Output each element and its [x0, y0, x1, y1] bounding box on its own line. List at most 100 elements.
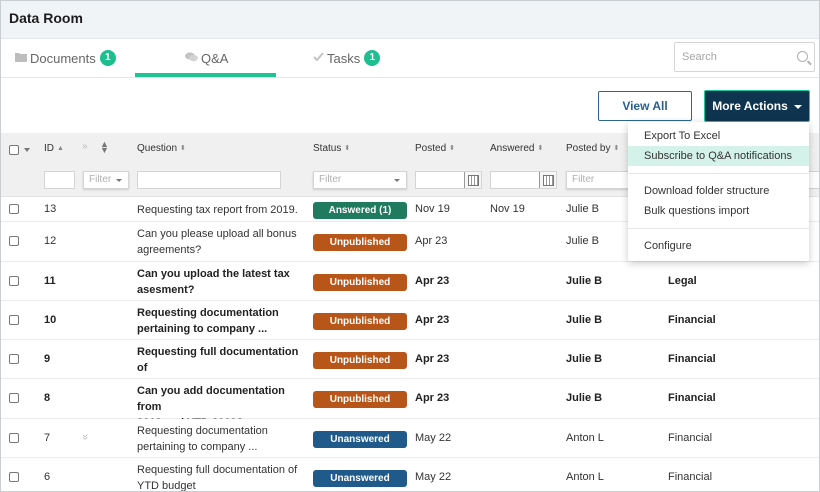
select-all-checkbox[interactable] — [9, 145, 19, 155]
priority-sort-icon[interactable]: ▲ ▼ — [100, 139, 109, 155]
more-actions-menu: Export To Excel Subscribe to Q&A notific… — [628, 122, 809, 261]
caret-down-icon — [793, 104, 802, 109]
app-header: Data Room — [1, 1, 819, 39]
caret-down-icon — [394, 179, 400, 182]
row-posted-date: Apr 23 — [415, 235, 448, 247]
search-icon[interactable] — [797, 51, 808, 62]
table-row[interactable]: 11 Can you upload the latest tax asesment?… — [1, 262, 819, 301]
row-posted-by: Julie B — [566, 353, 603, 365]
row-id: 7 — [44, 432, 51, 444]
column-header-status[interactable]: Status ⬍ — [313, 143, 351, 154]
calendar-icon[interactable] — [539, 172, 556, 188]
row-question[interactable]: Can you please upload all bonus agreement… — [137, 228, 297, 256]
row-checkbox[interactable] — [9, 236, 19, 246]
row-category: Financial — [668, 314, 716, 326]
menu-item-export-to-excel[interactable]: Export To Excel — [644, 130, 721, 142]
row-id: 6 — [44, 471, 51, 483]
priority-column-icon: » — [82, 141, 88, 152]
status-badge: Unpublished — [313, 352, 407, 369]
sort-icon: ⬍ — [180, 145, 186, 152]
row-question[interactable]: Requesting documentation pertaining to co… — [137, 425, 268, 453]
status-filter-select[interactable]: Filter — [313, 171, 407, 189]
status-badge: Unpublished — [313, 234, 407, 251]
row-posted-date: Apr 23 — [415, 353, 450, 365]
tab-qa[interactable]: Q&A — [185, 39, 228, 77]
folder-icon — [15, 52, 27, 65]
row-checkbox[interactable] — [9, 315, 19, 325]
row-category: Legal — [668, 275, 697, 287]
row-posted-by: Anton L — [566, 432, 604, 444]
table-row[interactable]: 7 » Requesting documentation pertaining to … — [1, 419, 819, 458]
row-category: Financial — [668, 353, 716, 365]
checkmark-icon — [313, 52, 324, 64]
more-actions-label: More Actions — [712, 99, 788, 113]
view-all-button[interactable]: View All — [598, 91, 692, 121]
active-tab-indicator — [135, 73, 276, 77]
status-badge: Unanswered — [313, 470, 407, 487]
row-posted-date: Apr 23 — [415, 275, 450, 287]
row-category: Financial — [668, 432, 713, 444]
row-checkbox[interactable] — [9, 393, 19, 403]
row-posted-date: Apr 23 — [415, 392, 450, 404]
row-checkbox[interactable] — [9, 276, 19, 286]
search-input[interactable] — [675, 43, 785, 71]
more-actions-button[interactable]: More Actions — [704, 90, 810, 122]
tab-label: Q&A — [201, 50, 229, 66]
sort-icon: ⬍ — [344, 145, 351, 152]
menu-item-bulk-questions-import[interactable]: Bulk questions import — [644, 205, 750, 217]
status-badge: Answered (1) — [313, 202, 407, 219]
search-field[interactable] — [674, 42, 815, 72]
row-checkbox[interactable] — [9, 204, 19, 214]
table-row[interactable]: 6 Requesting full documentation of YTD bud… — [1, 458, 819, 492]
tab-documents[interactable]: Documents 1 — [15, 39, 116, 77]
select-options-caret-icon[interactable] — [24, 148, 30, 152]
priority-filter-select[interactable]: Filter — [83, 171, 129, 189]
menu-divider — [628, 228, 809, 229]
view-all-label: View All — [622, 99, 668, 113]
calendar-icon[interactable] — [464, 172, 481, 188]
priority-chevron-icon[interactable]: » — [79, 433, 92, 441]
status-badge: Unpublished — [313, 313, 407, 330]
row-posted-by: Julie B — [566, 235, 600, 247]
app-title: Data Room — [9, 10, 83, 26]
menu-item-subscribe-notifications[interactable]: Subscribe to Q&A notifications — [628, 146, 809, 166]
tab-badge: 1 — [99, 50, 116, 66]
row-question[interactable]: Requesting tax report from 2019. — [137, 204, 298, 216]
row-posted-date: May 22 — [415, 471, 452, 483]
answered-date-filter[interactable] — [490, 171, 557, 189]
column-header-posted-by[interactable]: Posted by ⬍ — [566, 143, 620, 154]
chat-bubbles-icon — [185, 51, 198, 65]
table-row[interactable]: 10 Requesting documentation pertaining to … — [1, 301, 819, 340]
sort-icon: ⬍ — [449, 145, 456, 152]
row-posted-date: Nov 19 — [415, 203, 450, 215]
status-badge: Unpublished — [313, 274, 407, 291]
tab-label: Documents — [30, 50, 96, 66]
tab-tasks[interactable]: Tasks 1 — [313, 39, 381, 77]
column-header-id[interactable]: ID ▲ — [44, 143, 64, 154]
row-question[interactable]: Can you upload the latest tax asesment? — [137, 268, 290, 296]
row-checkbox[interactable] — [9, 472, 19, 482]
question-filter-input[interactable] — [137, 171, 281, 189]
posted-date-filter[interactable] — [415, 171, 482, 189]
column-header-question[interactable]: Question ⬍ — [137, 143, 186, 154]
menu-item-download-folder-structure[interactable]: Download folder structure — [644, 185, 770, 197]
menu-item-configure[interactable]: Configure — [644, 240, 692, 252]
tab-badge: 1 — [364, 50, 381, 66]
row-checkbox[interactable] — [9, 433, 19, 443]
row-posted-by: Julie B — [566, 275, 603, 287]
posted-by-filter-select[interactable]: Filter — [566, 171, 636, 189]
row-checkbox[interactable] — [9, 354, 19, 364]
menu-divider — [628, 173, 809, 174]
tab-label: Tasks — [327, 50, 361, 66]
column-header-posted[interactable]: Posted ⬍ — [415, 143, 456, 154]
status-badge: Unpublished — [313, 391, 407, 408]
row-question[interactable]: Requesting documentation pertaining to co… — [137, 307, 279, 335]
sort-icon: ⬍ — [537, 145, 544, 152]
column-header-answered[interactable]: Answered ⬍ — [490, 143, 544, 154]
id-filter-input[interactable] — [44, 171, 75, 189]
row-id: 9 — [44, 353, 51, 365]
